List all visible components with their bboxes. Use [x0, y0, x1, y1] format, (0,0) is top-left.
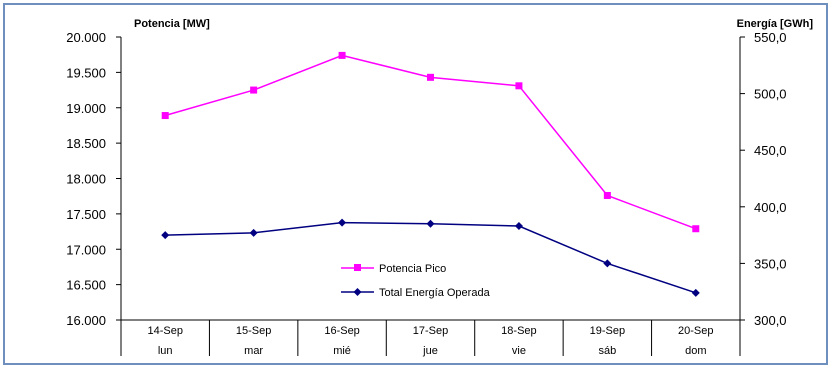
left-tick-label: 17.000 — [66, 242, 106, 257]
left-tick-label: 16.000 — [66, 313, 106, 328]
data-point-energia — [161, 231, 170, 240]
left-tick-label: 18.500 — [66, 136, 106, 151]
x-day-label: jue — [422, 345, 438, 357]
legend-label-energia: Total Energía Operada — [379, 287, 491, 299]
x-day-label: mar — [244, 345, 263, 357]
x-date-label: 19-Sep — [590, 325, 625, 337]
x-day-label: mié — [333, 345, 351, 357]
x-day-label: vie — [512, 345, 526, 357]
x-date-label: 14-Sep — [147, 325, 182, 337]
data-point-potencia — [161, 112, 169, 120]
right-tick-label: 350,0 — [754, 256, 787, 271]
x-date-label: 15-Sep — [236, 325, 271, 337]
right-axis-title: Energía [GWh] — [737, 18, 814, 30]
left-tick-label: 20.000 — [66, 30, 106, 45]
data-point-potencia — [427, 73, 434, 81]
right-tick-label: 450,0 — [754, 143, 787, 158]
left-tick-label: 18.000 — [66, 172, 106, 187]
data-point-energia — [338, 218, 347, 227]
data-point-potencia — [515, 82, 523, 90]
x-day-label: dom — [685, 345, 706, 357]
left-axis-title: Potencia [MW] — [134, 18, 210, 30]
legend-marker-energia — [353, 288, 362, 296]
series-line-1 — [165, 221, 697, 294]
data-point-energia — [514, 222, 523, 231]
left-tick-label: 19.000 — [66, 101, 106, 116]
x-date-label: 18-Sep — [501, 325, 536, 337]
data-point-potencia — [603, 191, 611, 199]
data-point-energia — [691, 288, 700, 297]
data-point-energia — [249, 228, 258, 237]
data-point-potencia — [692, 225, 700, 233]
right-tick-label: 550,0 — [754, 30, 787, 45]
data-point-potencia — [250, 86, 258, 94]
right-tick-label: 300,0 — [754, 313, 787, 328]
x-day-label: sáb — [598, 345, 616, 357]
left-tick-label: 17.500 — [66, 207, 106, 222]
right-tick-label: 500,0 — [754, 87, 787, 102]
x-date-label: 20-Sep — [678, 325, 713, 337]
right-tick-label: 400,0 — [754, 200, 787, 215]
data-point-potencia — [338, 51, 346, 59]
left-tick-label: 19.500 — [66, 65, 106, 80]
series-line-0 — [165, 54, 697, 230]
legend-marker-potencia — [354, 264, 361, 271]
data-point-energia — [603, 259, 612, 268]
left-tick-label: 16.500 — [66, 278, 106, 293]
x-date-label: 16-Sep — [324, 325, 359, 337]
legend-label-potencia: Potencia Pico — [379, 263, 446, 275]
x-date-label: 17-Sep — [413, 325, 448, 337]
x-day-label: lun — [158, 345, 173, 357]
legend: Potencia Pico Total Energía Operada — [341, 263, 491, 299]
data-point-energia — [426, 219, 435, 228]
chart-frame — [3, 3, 828, 365]
